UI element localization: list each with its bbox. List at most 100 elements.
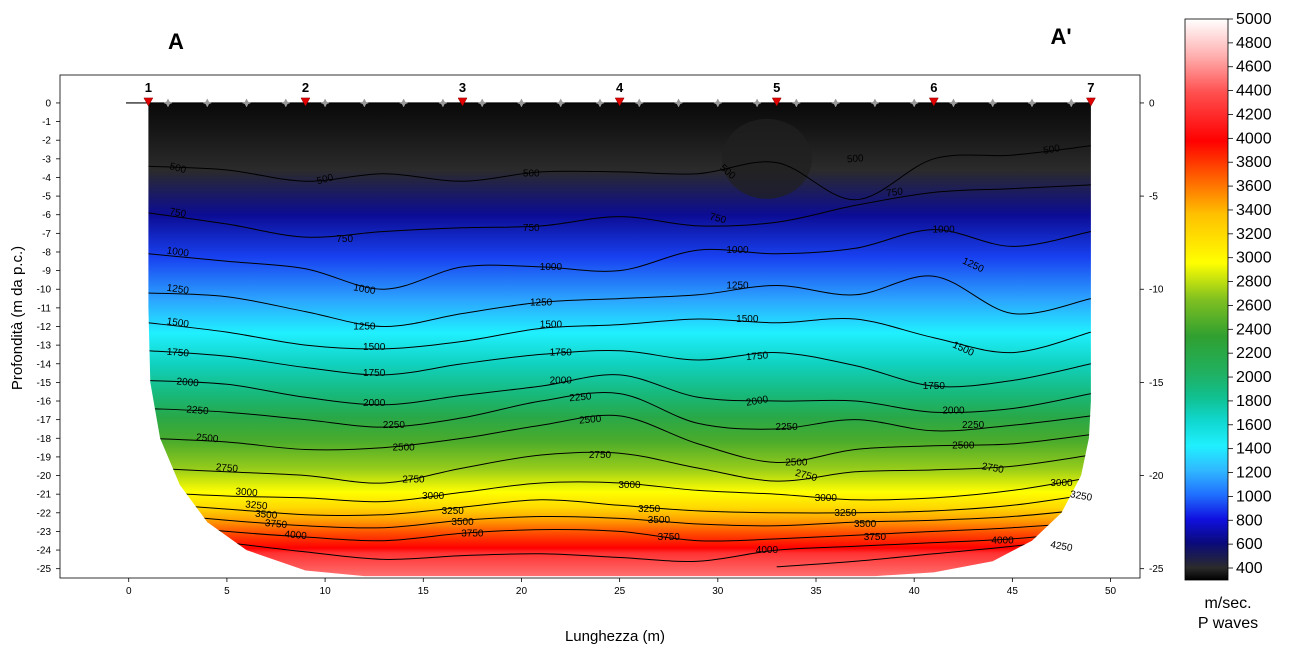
y-tick-label-right: -15	[1149, 378, 1164, 389]
contour-label-2250: 2250	[569, 391, 593, 404]
x-tick-label: 5	[224, 586, 230, 597]
contour-label-3000: 3000	[1050, 478, 1073, 489]
y-tick-label: -24	[37, 546, 52, 557]
receiver-marker	[556, 98, 566, 108]
y-tick-label: -9	[42, 266, 51, 277]
colorbar-tick-label: 1400	[1236, 441, 1272, 458]
contour-label-2000: 2000	[745, 394, 769, 409]
shot-points: 1 2 3 4 5 6 7	[143, 80, 1096, 107]
shot-point-label: 5	[773, 80, 780, 95]
contour-label-3750: 3750	[658, 532, 681, 543]
contour-label-2750: 2750	[981, 461, 1005, 476]
y-tick-label-right: -20	[1149, 471, 1164, 482]
contour-label-500: 500	[523, 169, 540, 180]
y-tick-label: 0	[45, 98, 51, 109]
colorbar-tick-label: 1000	[1236, 488, 1272, 505]
contour-label-3750: 3750	[461, 528, 484, 539]
contour-label-1000: 1000	[540, 262, 563, 273]
y-tick-label: -8	[42, 247, 51, 258]
contour-label-1750: 1750	[746, 350, 770, 363]
y-tick-label: -11	[37, 303, 51, 314]
colorbar-tick-label: 2400	[1236, 321, 1272, 338]
colorbar-tick-label: 800	[1236, 512, 1263, 529]
contour-label-2000: 2000	[942, 405, 965, 416]
velocity-field	[148, 102, 1091, 577]
contour-label-1000: 1000	[726, 245, 749, 256]
x-tick-label: 15	[418, 586, 430, 597]
contour-label-750: 750	[336, 234, 353, 245]
receiver-marker	[281, 98, 291, 108]
contour-1000	[148, 229, 1091, 290]
shot-point-label: 1	[145, 80, 152, 95]
y-tick-label: -20	[37, 471, 52, 482]
x-tick-label: 45	[1007, 586, 1019, 597]
colorbar-tick-label: 4000	[1236, 130, 1272, 147]
y-tick-label: -10	[37, 285, 52, 296]
colorbar-tick-label: 3000	[1236, 250, 1272, 267]
contour-label-1500: 1500	[540, 320, 563, 331]
y-tick-label: -1	[42, 117, 51, 128]
x-tick-label: 10	[320, 586, 332, 597]
colorbar-tick-label: 5000	[1236, 11, 1272, 28]
contour-3750	[148, 521, 1091, 542]
contour-label-2000: 2000	[550, 376, 573, 387]
contour-label-3250: 3250	[834, 508, 857, 519]
y-axis-ticks-left: 0 -1 -2 -3 -4 -5 -6 -7 -8 -9 -10 -11 -12 -13 -14 -15 -16…	[37, 98, 60, 575]
low-velocity-pocket	[721, 118, 812, 199]
y-tick-label: -5	[42, 192, 51, 203]
y-tick-label: -23	[37, 527, 52, 538]
contour-2250	[148, 392, 1091, 432]
contour-4000	[148, 530, 1091, 562]
velocity-gradient-fill	[148, 102, 1091, 577]
y-tick-label: -16	[37, 397, 52, 408]
x-tick-label: 40	[909, 586, 921, 597]
colorbar-unit-label: m/sec.	[1204, 595, 1251, 612]
shot-point-marker	[143, 97, 154, 107]
receiver-marker	[241, 98, 252, 108]
contour-label-2500: 2500	[952, 441, 975, 452]
contour-label-2750: 2750	[589, 450, 612, 461]
contour-label-4000: 4000	[991, 536, 1014, 547]
shot-point-marker	[1085, 97, 1096, 107]
contour-label-500: 500	[168, 161, 187, 176]
colorbar-tick-label: 1200	[1236, 465, 1272, 482]
x-tick-label: 30	[712, 586, 724, 597]
receiver-marker	[673, 98, 684, 108]
colorbar-tick-label: 1600	[1236, 417, 1272, 434]
contour-2000	[148, 374, 1091, 414]
contour-3500	[148, 508, 1091, 529]
x-tick-label: 0	[126, 586, 132, 597]
y-tick-label: -4	[42, 173, 51, 184]
receiver-marker	[163, 98, 173, 108]
contour-1750	[148, 350, 1091, 388]
receiver-marker	[752, 98, 762, 108]
contour-label-750: 750	[523, 223, 540, 234]
contour-label-4250: 4250	[1049, 539, 1073, 554]
receiver-marker	[988, 98, 998, 108]
receiver-marker	[320, 98, 330, 108]
receiver-marker	[1066, 98, 1076, 108]
contour-label-1000: 1000	[166, 245, 190, 259]
y-tick-label: -22	[37, 508, 52, 519]
contour-500	[148, 145, 1091, 201]
shot-point-label: 2	[302, 80, 309, 95]
y-tick-label: -21	[37, 490, 52, 501]
contour-label-1500: 1500	[363, 342, 386, 353]
contour-label-4000: 4000	[284, 529, 308, 542]
colorbar-tick-label: 2600	[1236, 297, 1272, 314]
contour-label-2750: 2750	[402, 474, 425, 485]
y-tick-label: -25	[37, 564, 52, 575]
contour-label-2500: 2500	[785, 457, 808, 468]
colorbar-tick-label: 2000	[1236, 369, 1272, 386]
shot-point-marker	[457, 97, 468, 107]
y-tick-label: -17	[37, 415, 52, 426]
contour-label-3500: 3500	[255, 509, 279, 522]
y-tick-label-right: -25	[1149, 564, 1164, 575]
receiver-marker	[359, 98, 370, 108]
colorbar-quantity-label: P waves	[1198, 615, 1258, 632]
contour-label-500: 500	[1043, 143, 1062, 157]
receiver-marker	[595, 98, 605, 108]
y-axis-label: Profondità (m da p.c.)	[9, 246, 26, 390]
shot-point-label: 7	[1087, 80, 1094, 95]
